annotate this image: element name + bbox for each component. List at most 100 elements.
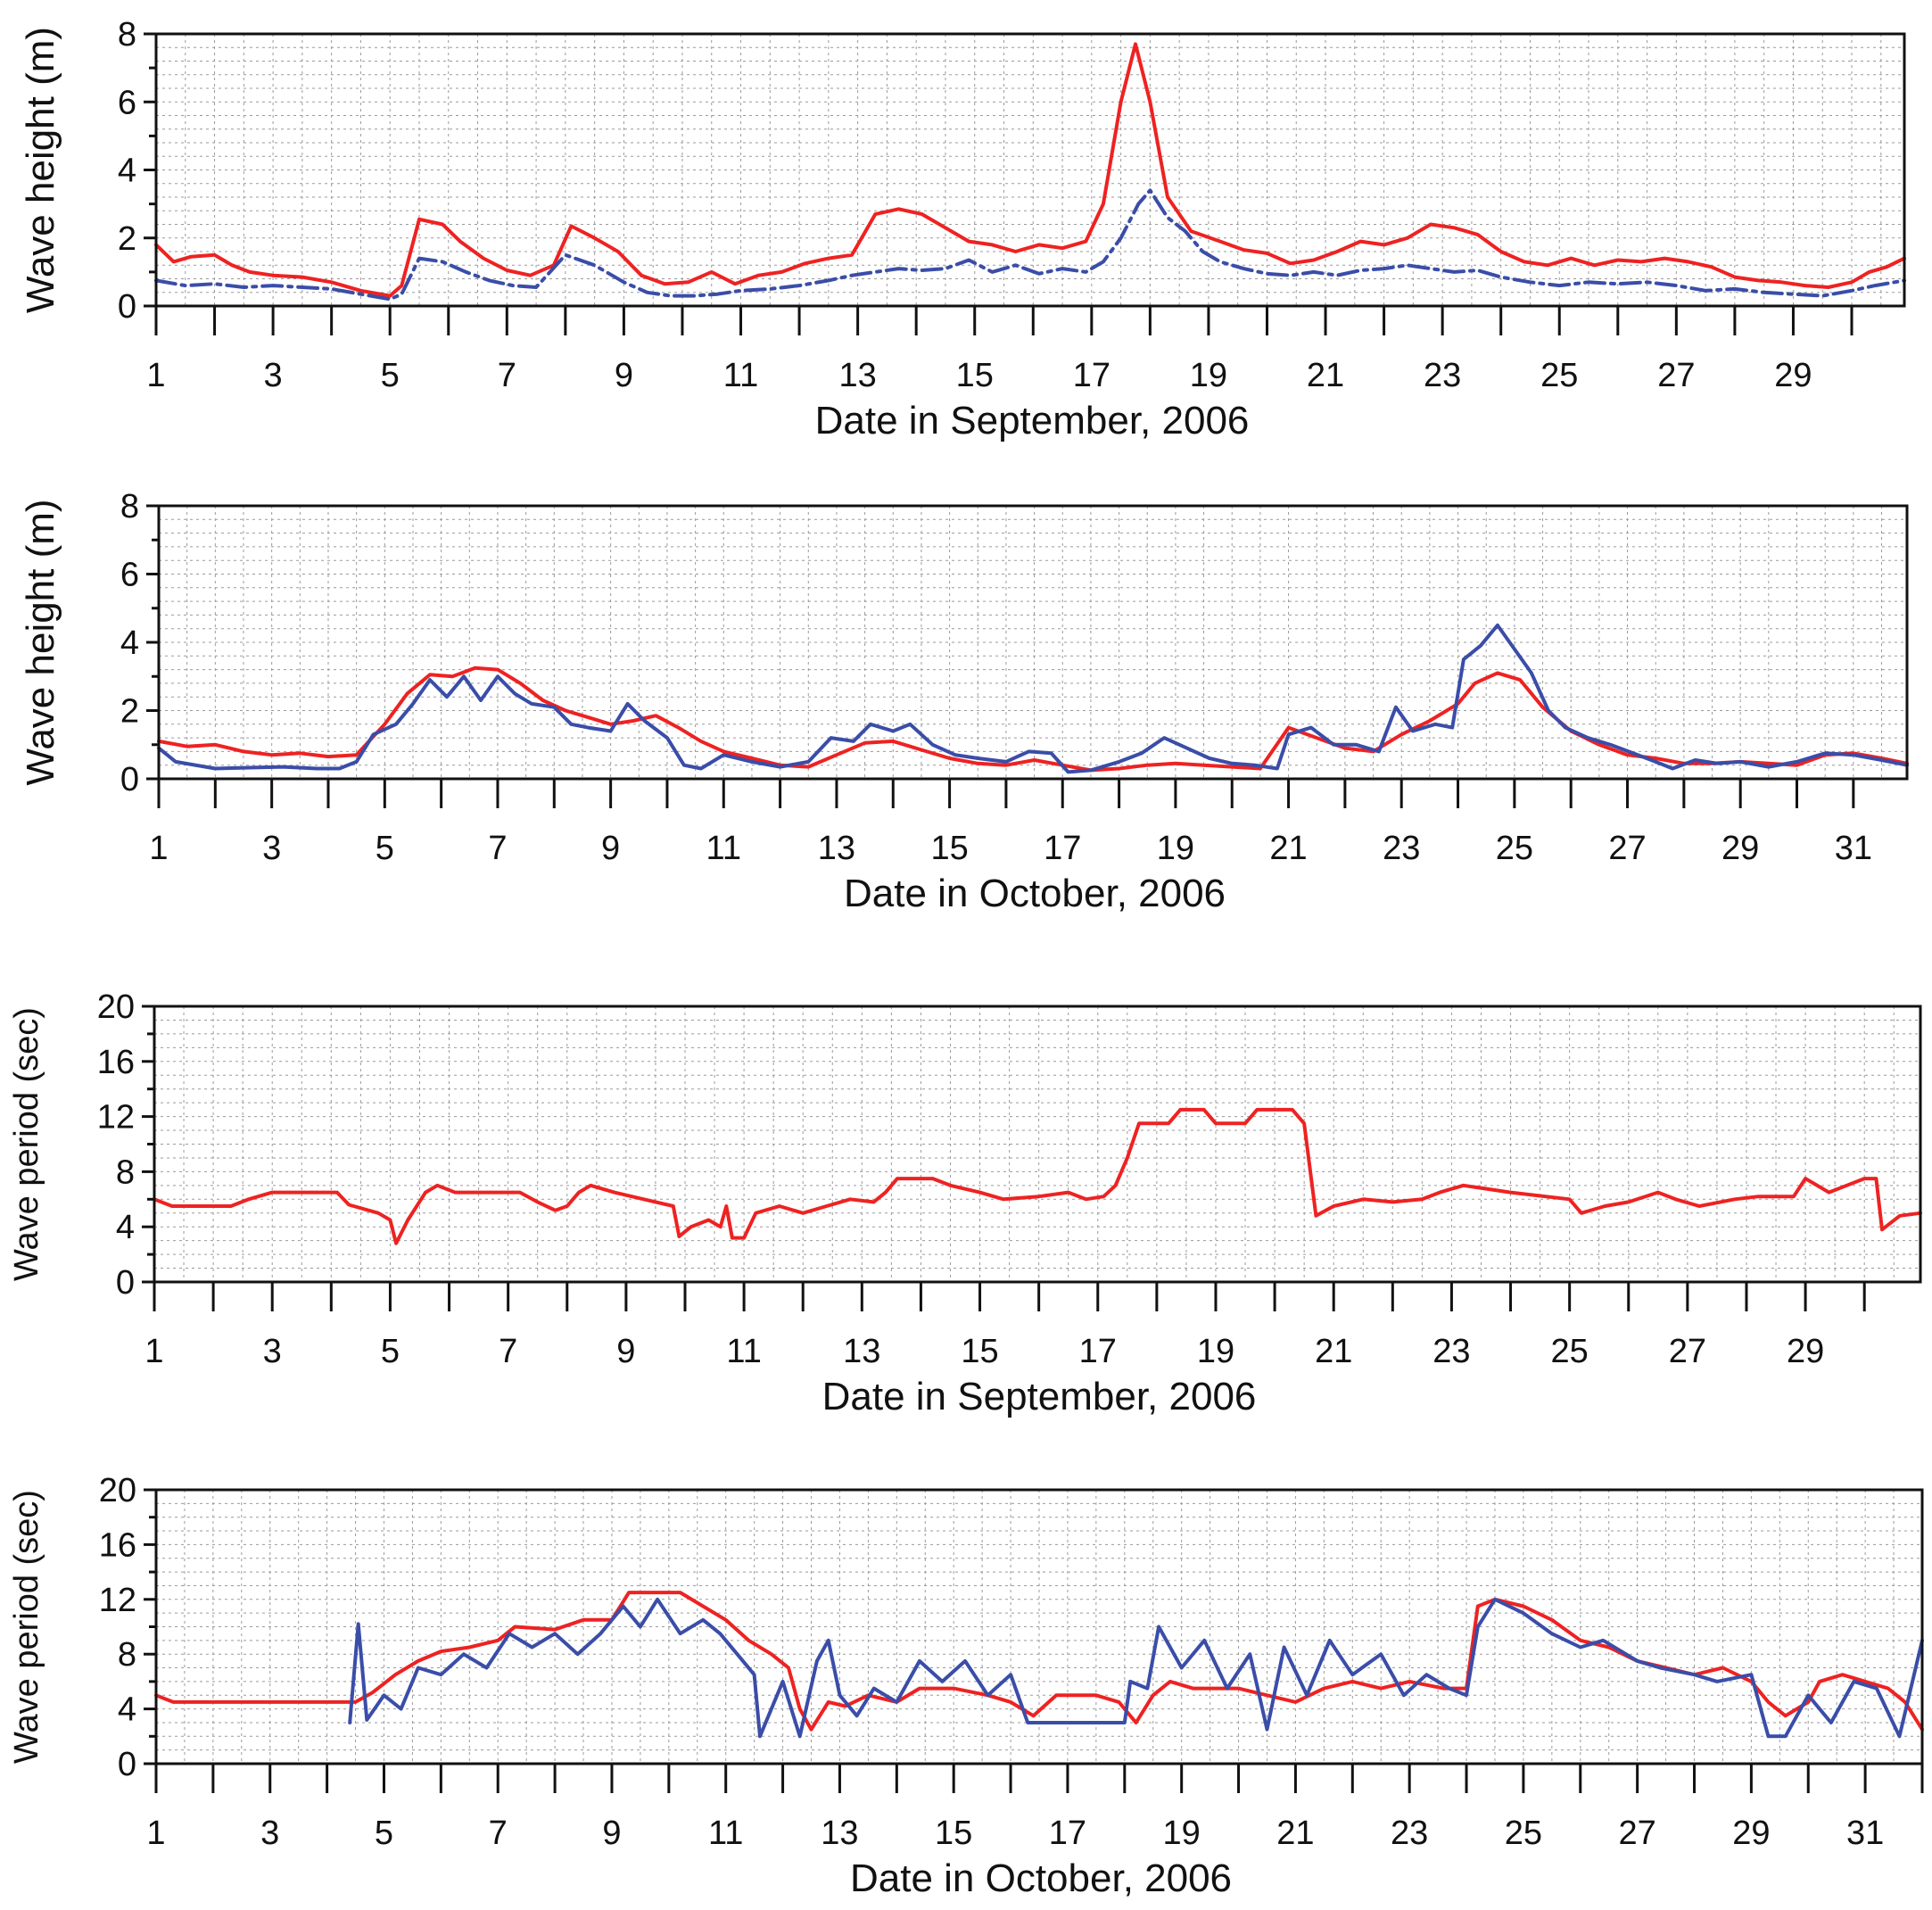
y-tick-label: 16 [99,1526,136,1564]
y-axis-label: Wave period (sec) [8,1490,45,1764]
x-tick-label: 13 [821,1815,858,1852]
x-tick-label: 7 [489,1815,508,1852]
x-tick-label: 29 [1732,1815,1770,1852]
x-tick-label: 25 [1496,830,1533,867]
y-tick-label: 0 [118,1746,136,1783]
x-tick-label: 25 [1551,1333,1589,1370]
x-tick-label: 7 [499,1333,517,1370]
x-tick-label: 15 [930,830,968,867]
y-tick-label: 0 [116,1264,135,1302]
x-tick-label: 27 [1657,357,1695,394]
x-tick-label: 5 [375,1815,393,1852]
x-tick-label: 25 [1540,357,1578,394]
x-tick-label: 11 [726,1333,761,1370]
series-line-red [153,1107,1922,1245]
y-tick-label: 2 [120,693,139,731]
x-tick-label: 23 [1391,1815,1428,1852]
x-tick-label: 29 [1787,1333,1824,1370]
x-tick-label: 21 [1315,1333,1352,1370]
x-tick-label: 21 [1269,830,1307,867]
y-tick-label: 0 [120,761,139,798]
y-tick-label: 16 [97,1044,135,1081]
y-tick-label: 6 [118,84,136,121]
series-line-blue [154,188,1906,302]
y-axis-label: Wave height (m) [19,27,62,313]
x-tick-label: 23 [1432,1333,1470,1370]
x-tick-label: 9 [602,1815,621,1852]
x-tick-label: 19 [1157,830,1194,867]
series-line-blue [157,623,1909,774]
x-tick-label: 21 [1307,357,1344,394]
y-axis-label: Wave period (sec) [8,1007,45,1281]
x-tick-label: 27 [1608,830,1646,867]
x-tick-label: 21 [1276,1815,1314,1852]
x-tick-label: 11 [706,830,741,867]
y-tick-label: 0 [118,288,136,326]
x-tick-label: 9 [616,1333,635,1370]
x-tick-label: 13 [818,830,855,867]
x-tick-label: 23 [1424,357,1461,394]
x-tick-label: 15 [935,1815,972,1852]
x-tick-label: 1 [149,830,168,867]
x-tick-label: 1 [146,1815,165,1852]
x-tick-label: 25 [1505,1815,1542,1852]
x-tick-label: 17 [1049,1815,1086,1852]
x-tick-label: 29 [1721,830,1759,867]
y-tick-label: 4 [118,1691,136,1729]
x-tick-label: 3 [262,830,281,867]
y-tick-label: 4 [118,153,136,190]
x-tick-label: 5 [381,1333,400,1370]
x-tick-label: 7 [498,357,516,394]
x-tick-label: 7 [488,830,507,867]
x-tick-label: 31 [1846,1815,1884,1852]
x-tick-label: 11 [723,357,758,394]
x-axis-label: Date in September, 2006 [822,1375,1257,1418]
x-tick-label: 13 [843,1333,880,1370]
x-axis-label: Date in October, 2006 [844,872,1226,915]
x-tick-label: 23 [1383,830,1420,867]
x-tick-label: 3 [263,1333,282,1370]
y-tick-label: 2 [118,220,136,258]
y-tick-label: 4 [116,1209,135,1246]
x-tick-label: 1 [146,357,165,394]
y-tick-label: 12 [97,1099,135,1137]
x-tick-label: 29 [1774,357,1812,394]
y-tick-label: 20 [97,988,135,1026]
x-tick-label: 17 [1044,830,1081,867]
x-tick-label: 11 [708,1815,743,1852]
y-tick-label: 12 [99,1582,136,1619]
series-line-red [157,666,1909,773]
y-tick-label: 4 [120,624,139,662]
x-tick-label: 9 [615,357,633,394]
y-tick-label: 20 [99,1472,136,1509]
x-tick-label: 31 [1835,830,1872,867]
y-tick-label: 8 [118,16,136,54]
x-tick-label: 15 [956,357,994,394]
series-line-blue [348,1597,1924,1739]
x-tick-label: 15 [961,1333,998,1370]
series-line-red [154,42,1906,298]
y-axis-label: Wave height (m) [19,499,62,785]
x-tick-label: 19 [1190,357,1227,394]
x-tick-label: 17 [1079,1333,1117,1370]
x-tick-label: 3 [260,1815,279,1852]
x-tick-label: 19 [1197,1333,1234,1370]
x-tick-label: 17 [1073,357,1110,394]
x-tick-label: 19 [1163,1815,1201,1852]
x-tick-label: 5 [376,830,394,867]
x-tick-label: 27 [1669,1333,1706,1370]
y-tick-label: 8 [116,1153,135,1191]
y-tick-label: 6 [120,557,139,594]
x-tick-label: 27 [1619,1815,1656,1852]
x-tick-label: 5 [381,357,400,394]
x-axis-label: Date in October, 2006 [850,1856,1232,1900]
panel-4: 1 3 5 7 9 11 13 15 17 19 21 23 25 27 29 31048121620Date… [8,1472,1924,1900]
y-tick-label: 8 [118,1636,136,1674]
x-tick-label: 3 [264,357,283,394]
x-tick-label: 1 [144,1333,163,1370]
